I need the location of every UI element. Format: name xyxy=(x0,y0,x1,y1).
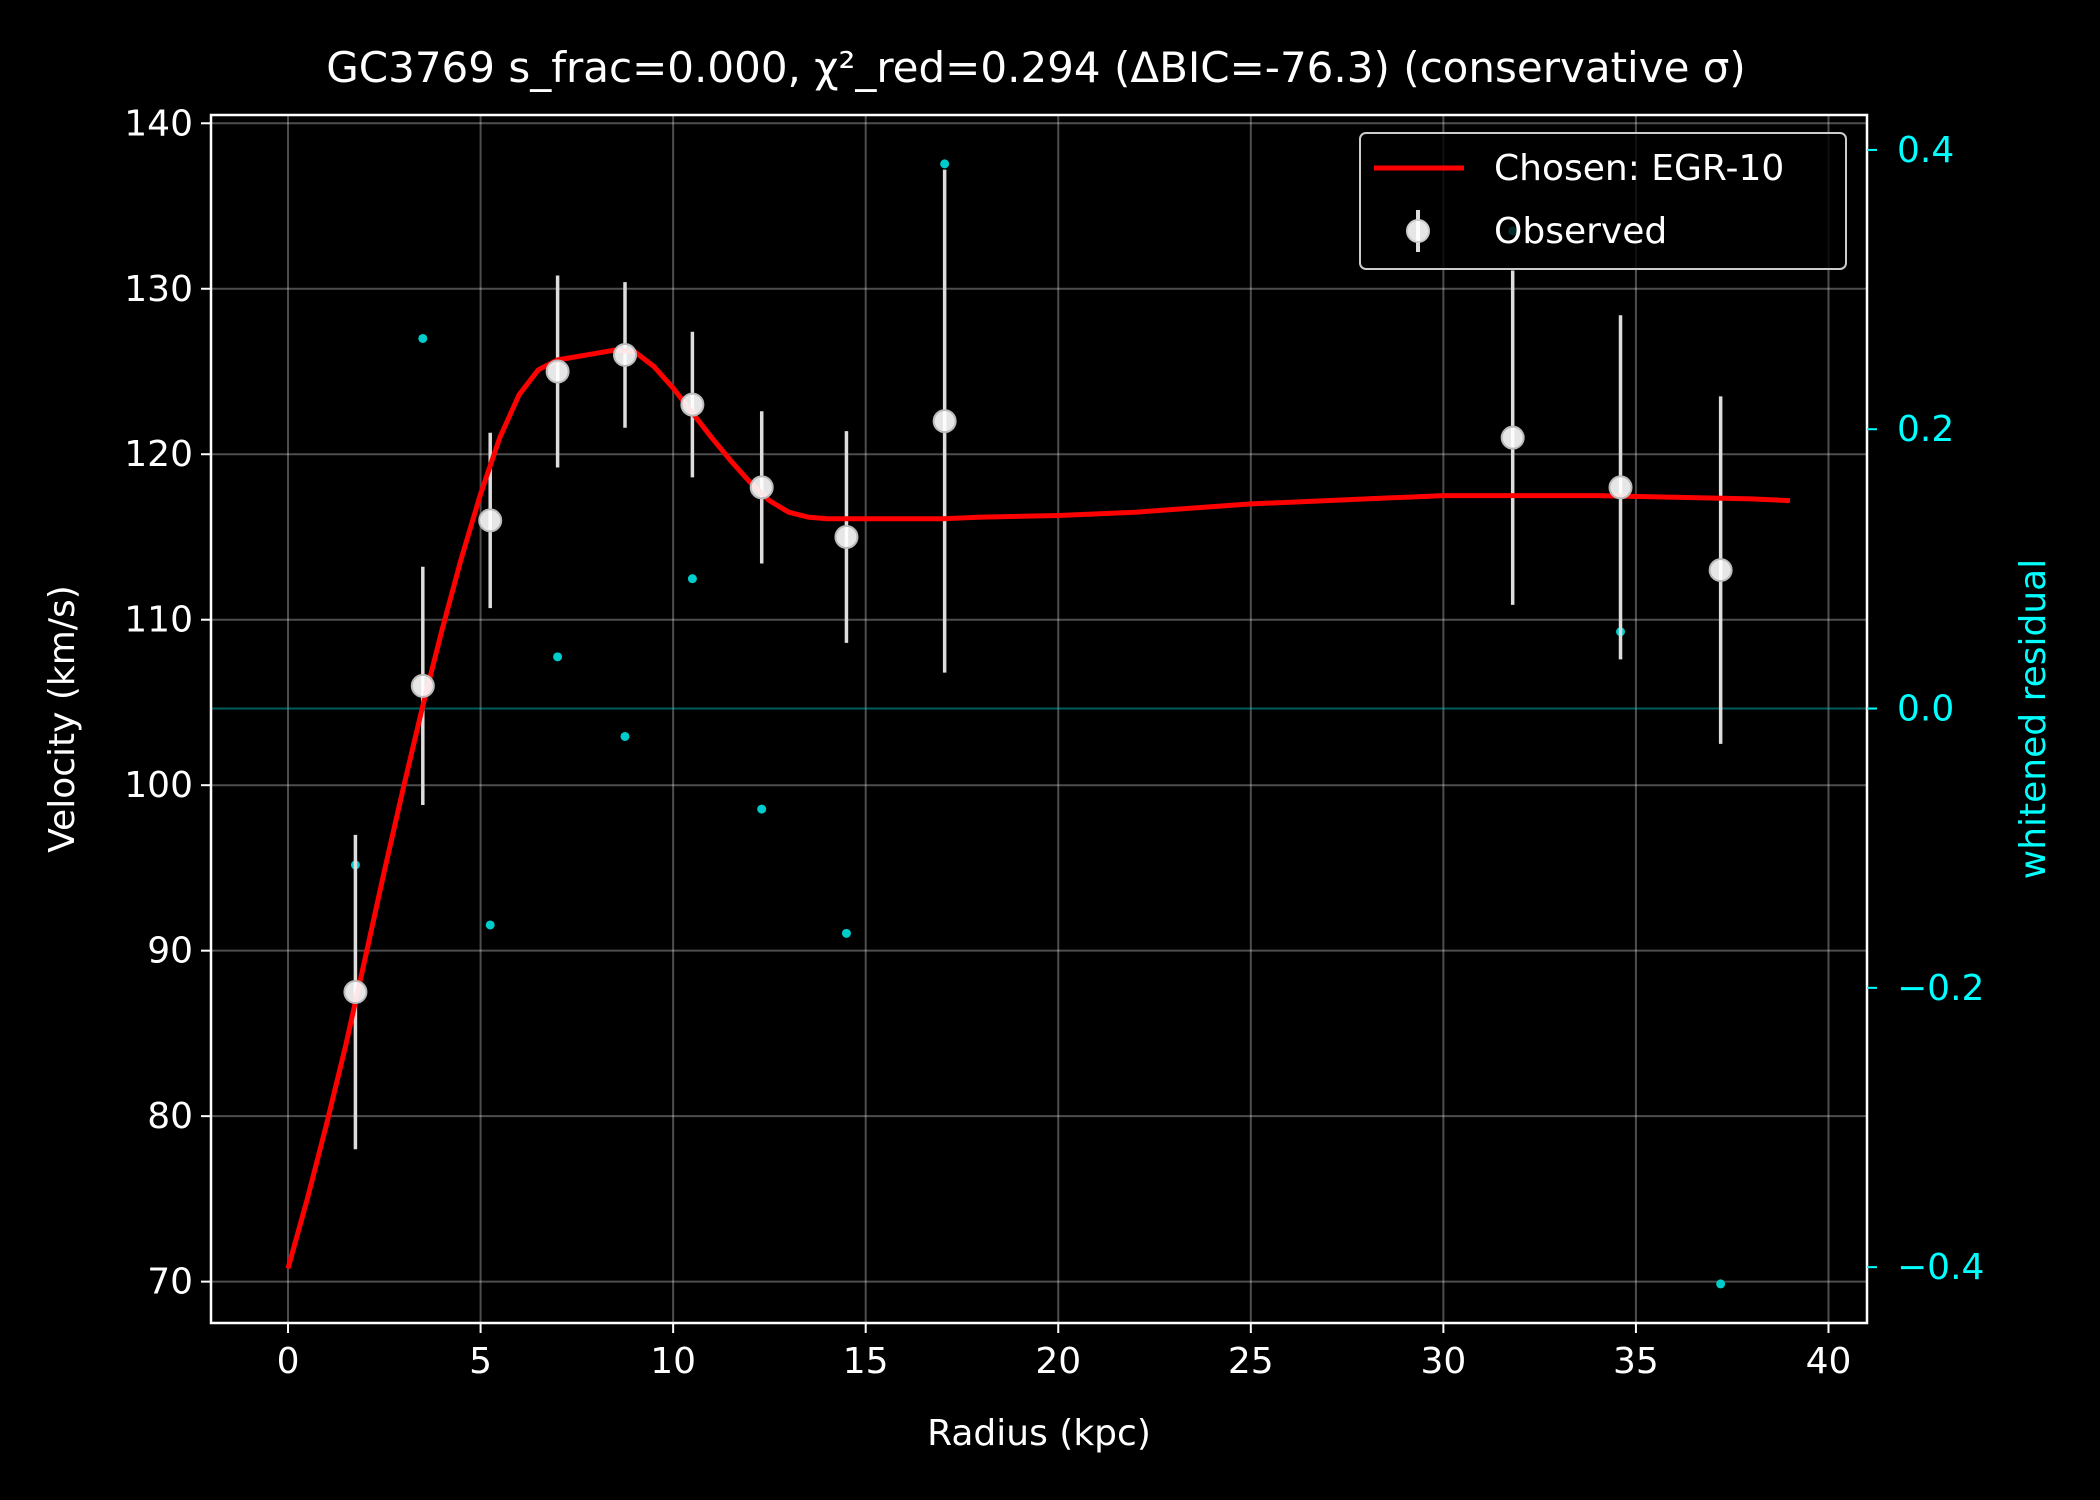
residual-point xyxy=(620,731,630,741)
y2-tick-label: 0.2 xyxy=(1897,409,1954,450)
x-tick-label: 0 xyxy=(277,1341,300,1382)
residual-point xyxy=(687,574,697,584)
y2-tick-label: −0.4 xyxy=(1897,1247,1984,1288)
x-axis: 0 5 10 15 20 25 30 35 40 xyxy=(277,1323,1852,1382)
residual-point xyxy=(1716,1279,1726,1289)
chart-title: GC3769 s_frac=0.000, χ²_red=0.294 (ΔBIC=… xyxy=(326,43,1746,92)
legend-observed-marker xyxy=(1406,219,1430,243)
y2-tick-label: 0.0 xyxy=(1897,689,1954,730)
plot-frame xyxy=(209,113,1869,1325)
x-tick-label: 15 xyxy=(843,1341,889,1382)
observed-point xyxy=(680,392,705,417)
observed-point xyxy=(1608,475,1633,500)
observed-point xyxy=(410,673,435,698)
y2-axis-label: whitened residual xyxy=(2013,559,2054,879)
x-tick-label: 25 xyxy=(1228,1341,1274,1382)
residual-point xyxy=(940,159,950,169)
residual-point xyxy=(757,804,767,814)
legend-fit-label: Chosen: EGR-10 xyxy=(1494,148,1784,189)
residual-point xyxy=(418,333,428,343)
y-tick-label: 140 xyxy=(124,103,193,144)
y-tick-label: 80 xyxy=(147,1096,193,1137)
x-tick-label: 35 xyxy=(1613,1341,1659,1382)
x-tick-label: 5 xyxy=(469,1341,492,1382)
observed-point xyxy=(1500,425,1525,450)
y-tick-label: 90 xyxy=(147,931,193,972)
legend: Chosen: EGR-10 Observed xyxy=(1359,132,1847,270)
observed-markers xyxy=(343,342,1733,1005)
grid xyxy=(211,115,1867,1323)
x-tick-label: 30 xyxy=(1420,1341,1466,1382)
observed-point xyxy=(834,524,859,549)
observed-point xyxy=(932,409,957,434)
x-tick-label: 10 xyxy=(650,1341,696,1382)
observed-point xyxy=(478,508,503,533)
y-tick-label: 130 xyxy=(124,269,193,310)
residual-point xyxy=(485,920,495,930)
x-tick-label: 40 xyxy=(1806,1341,1852,1382)
observed-point xyxy=(343,980,368,1005)
legend-observed-label: Observed xyxy=(1494,211,1667,252)
observed-point xyxy=(1708,558,1733,583)
y-tick-label: 100 xyxy=(124,765,193,806)
y-tick-label: 120 xyxy=(124,434,193,475)
observed-point xyxy=(613,342,637,367)
y-axis-left: 70 80 90 100 110 120 130 140 xyxy=(124,103,211,1303)
legend-box xyxy=(1359,132,1847,270)
y2-tick-label: 0.4 xyxy=(1897,130,1954,171)
x-tick-label: 20 xyxy=(1035,1341,1081,1382)
x-axis-label: Radius (kpc) xyxy=(927,1413,1151,1454)
y-tick-label: 70 xyxy=(147,1262,193,1303)
observed-point xyxy=(545,359,570,384)
residual-point xyxy=(553,652,563,662)
residual-point xyxy=(841,928,851,938)
y2-tick-label: −0.2 xyxy=(1897,968,1984,1009)
observed-point xyxy=(749,475,774,500)
y-axis-label: Velocity (km/s) xyxy=(42,585,83,853)
y-tick-label: 110 xyxy=(124,600,193,641)
y-axis-right: 0.4 0.2 0.0 −0.2 −0.4 xyxy=(1867,130,1984,1288)
